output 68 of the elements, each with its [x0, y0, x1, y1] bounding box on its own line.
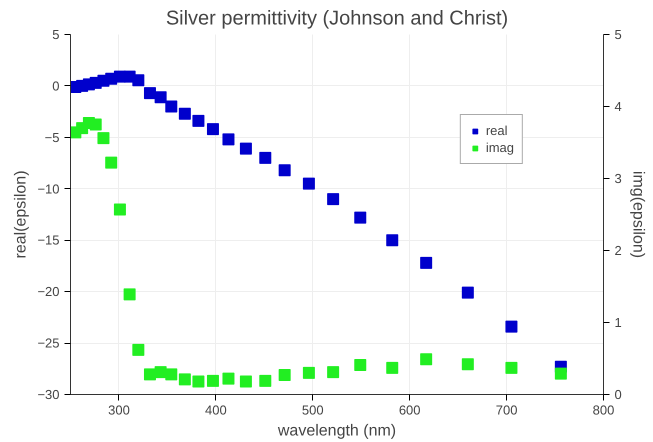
point: [154, 366, 167, 378]
y-tick-label: 5: [52, 27, 60, 42]
point: [302, 178, 315, 190]
point: [154, 91, 167, 104]
point: [354, 212, 366, 224]
y-tick-label: 0: [52, 78, 60, 94]
y2-tick-label: 0: [614, 387, 622, 402]
x-tick-label: 300: [108, 402, 130, 418]
y-tick-label: −30: [37, 387, 60, 402]
point: [259, 152, 272, 164]
y2-tick-label: 2: [614, 243, 622, 258]
y2-tick-label: 4: [614, 99, 622, 114]
point: [165, 100, 178, 112]
y-tick-label: −15: [37, 232, 60, 248]
y-tick-label: −10: [37, 181, 60, 196]
point: [206, 374, 219, 387]
y2-tick-label: 5: [614, 27, 622, 42]
point: [462, 286, 474, 299]
y2-tick-label: 3: [614, 171, 622, 186]
point: [206, 123, 219, 136]
point: [420, 353, 432, 366]
point: [222, 372, 234, 385]
y-tick-label: −20: [37, 284, 60, 300]
point: [97, 132, 110, 144]
y2-axis-title: img(epsilon): [630, 170, 647, 258]
point: [259, 374, 272, 387]
point: [144, 87, 156, 100]
point: [132, 74, 144, 86]
point: [178, 373, 191, 386]
chart-title: Silver permittivity (Johnson and Christ): [166, 8, 508, 30]
point: [278, 369, 291, 382]
point: [114, 203, 126, 216]
point: [354, 358, 366, 371]
y2-tick-label: 1: [614, 315, 622, 330]
x-axis-title: wavelength (nm): [276, 422, 396, 440]
point: [105, 156, 118, 169]
point: [386, 362, 398, 374]
point: [462, 358, 474, 370]
point: [327, 366, 340, 378]
x-tick-label: 500: [302, 402, 324, 418]
x-tick-label: 400: [205, 402, 227, 418]
legend-label: imag: [486, 140, 514, 155]
point: [505, 362, 518, 374]
point: [386, 234, 398, 246]
point: [90, 118, 102, 130]
x-tick-label: 700: [496, 402, 518, 418]
point: [278, 164, 291, 176]
x-tick-label: 600: [398, 402, 421, 418]
point: [302, 366, 315, 379]
point: [327, 193, 340, 206]
point: [240, 376, 252, 388]
point: [554, 368, 567, 380]
point: [132, 344, 144, 356]
point: [240, 142, 252, 155]
point: [165, 368, 178, 380]
point: [144, 368, 156, 380]
point: [124, 288, 136, 300]
point: [192, 376, 204, 388]
legend-label: real: [486, 123, 508, 138]
point: [420, 256, 432, 269]
point: [505, 320, 518, 333]
y-tick-label: −25: [37, 336, 60, 351]
x-tick-label: 800: [592, 402, 614, 418]
point: [222, 133, 234, 146]
point: [178, 108, 191, 120]
y-axis-title: real(epsilon): [12, 170, 30, 259]
y-tick-label: −5: [44, 130, 60, 145]
point: [192, 114, 204, 127]
